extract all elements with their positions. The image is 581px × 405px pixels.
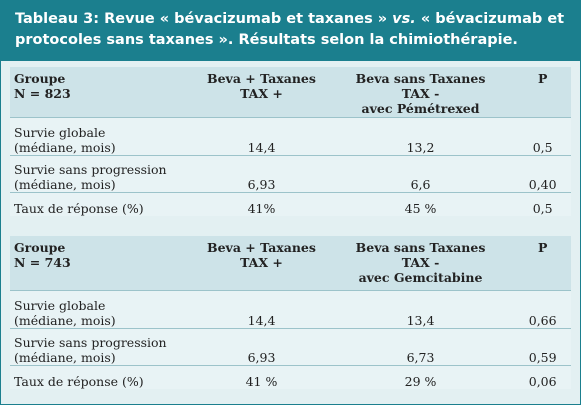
row-label: Survie sans progression (médiane, mois) xyxy=(10,327,197,365)
value-cell: 13,2 xyxy=(326,116,515,155)
value-cell: 6,93 xyxy=(196,154,327,192)
row-label: Taux de réponse (%) xyxy=(10,191,197,216)
data-row: Survie sans progression (médiane, mois) 6… xyxy=(10,154,571,192)
value-cell: 0,59 xyxy=(514,327,571,365)
value-cell: 6,6 xyxy=(326,154,515,192)
value-cell: 0,5 xyxy=(514,116,571,155)
row-label: Survie sans progression (médiane, mois) xyxy=(10,154,197,192)
data-row: Survie globale (médiane, mois) 14,4 13,2 0,… xyxy=(10,116,571,155)
value-cell: 0,66 xyxy=(514,289,571,328)
value-cell: 6,73 xyxy=(326,327,515,365)
data-row: Taux de réponse (%) 41 % 29 % 0,06 xyxy=(10,364,571,389)
header-cell: Groupe N = 823 xyxy=(10,67,197,117)
value-cell: 14,4 xyxy=(196,116,327,155)
header-row: Groupe N = 743 Beva + Taxanes TAX + Beva s… xyxy=(10,236,571,290)
header-cell: Beva + Taxanes TAX + xyxy=(196,67,327,117)
title-text: Tableau 3: Revue « bévacizumab et taxane… xyxy=(15,11,393,27)
value-cell: 6,93 xyxy=(196,327,327,365)
data-row: Survie sans progression (médiane, mois) 6… xyxy=(10,327,571,365)
header-cell: Beva + Taxanes TAX + xyxy=(196,236,327,290)
results-table: Groupe N = 823 Beva + Taxanes TAX + Beva s… xyxy=(10,67,571,389)
header-cell: Beva sans Taxanes TAX - avec Pémétrexed xyxy=(326,67,515,117)
header-cell: Beva sans Taxanes TAX - avec Gemcitabine xyxy=(326,236,515,290)
value-cell: 0,06 xyxy=(514,364,571,389)
header-cell: Groupe N = 743 xyxy=(10,236,197,290)
header-row: Groupe N = 823 Beva + Taxanes TAX + Beva s… xyxy=(10,67,571,117)
value-cell: 29 % xyxy=(326,364,515,389)
data-row: Taux de réponse (%) 41% 45 % 0,5 xyxy=(10,191,571,216)
value-cell: 41 % xyxy=(196,364,327,389)
title-text: « bévacizumab et protocoles sans taxanes… xyxy=(15,11,565,48)
value-cell: 0,40 xyxy=(514,154,571,192)
header-cell: P xyxy=(514,236,571,290)
section-gap xyxy=(10,216,571,236)
value-cell: 14,4 xyxy=(196,289,327,328)
row-label: Survie globale (médiane, mois) xyxy=(10,116,197,155)
data-row: Survie globale (médiane, mois) 14,4 13,4 0,… xyxy=(10,289,571,328)
title: Tableau 3: Revue « bévacizumab et taxane… xyxy=(1,1,580,61)
row-label: Survie globale (médiane, mois) xyxy=(10,289,197,328)
row-label: Taux de réponse (%) xyxy=(10,364,197,389)
title-italic: vs. xyxy=(392,11,416,27)
value-cell: 45 % xyxy=(326,191,515,216)
value-cell: 41% xyxy=(196,191,327,216)
value-cell: 13,4 xyxy=(326,289,515,328)
header-cell: P xyxy=(514,67,571,117)
gap-cell xyxy=(10,216,571,236)
value-cell: 0,5 xyxy=(514,191,571,216)
